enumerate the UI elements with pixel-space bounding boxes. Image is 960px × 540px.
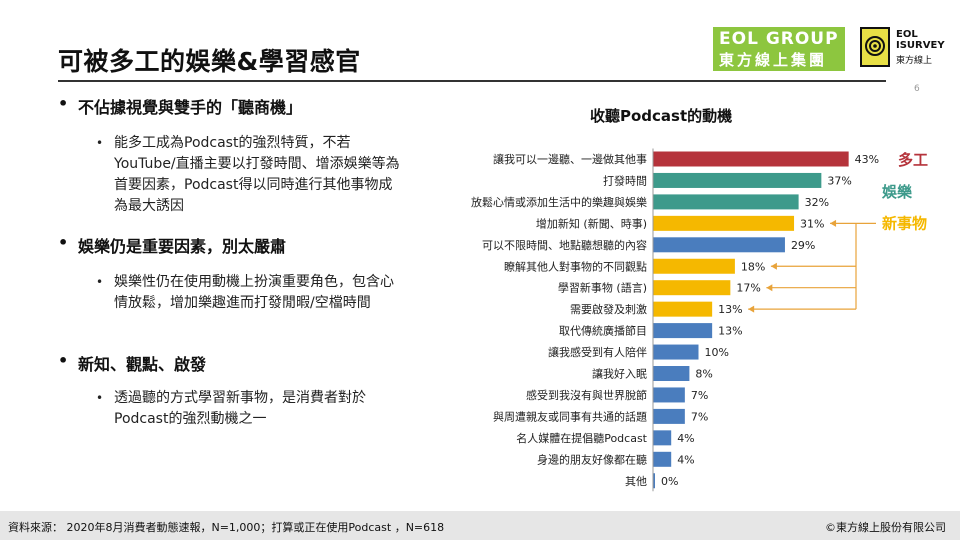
value-label: 29% [791, 239, 815, 252]
value-label: 10% [705, 346, 729, 359]
category-label: 感受到我沒有與世界脫節 [526, 388, 647, 402]
title-divider [58, 80, 886, 82]
value-label: 4% [677, 453, 694, 466]
value-label: 18% [741, 260, 765, 273]
bar [653, 366, 690, 381]
bar [653, 451, 672, 467]
isurvey-logo-line1: EOL [896, 29, 918, 40]
bar [653, 215, 795, 231]
eol-group-logo: EOL GROUP 東方線上集團 [713, 27, 845, 71]
page-number: 6 [914, 84, 920, 94]
arrow-head-icon [770, 262, 777, 270]
bar [653, 301, 713, 317]
value-label: 13% [718, 303, 742, 316]
value-label: 43% [855, 153, 879, 166]
bar [653, 172, 822, 188]
category-label: 打發時間 [603, 173, 647, 187]
category-label: 讓我感受到有人陪伴 [548, 345, 647, 359]
arrow-head-icon [830, 219, 837, 227]
category-label: 取代傳統廣播節目 [559, 324, 647, 338]
category-label: 其他 [625, 475, 647, 488]
category-label: 讓我可以一邊聽、一邊做其他事 [493, 152, 647, 166]
bar [653, 237, 785, 253]
category-label: 學習新事物 (語言) [558, 281, 647, 295]
category-label: 瞭解其他人對事物的不同觀點 [504, 259, 647, 273]
value-label: 17% [736, 282, 760, 295]
annotation-newthings: 新事物 [882, 214, 927, 232]
eol-logo-line2: 東方線上集團 [719, 51, 828, 69]
category-label: 需要啟發及刺激 [570, 302, 647, 316]
isurvey-logo-line2: ISURVEY [896, 40, 945, 51]
point-1-detail: • 能多工成為Podcast的強烈特質，不若YouTube/直播主要以打發時間、增… [96, 135, 400, 214]
point-2-detail: • 娛樂性仍在使用動機上扮演重要角色，包含心情放鬆，增加樂趣進而打發閒暇/空檔時間 [96, 274, 394, 311]
page-title: 可被多工的娛樂&學習感官 [58, 47, 361, 76]
annotation-multitask: 多工 [898, 151, 928, 169]
bar [653, 280, 731, 296]
value-label: 8% [695, 368, 712, 381]
category-label: 讓我好入眠 [592, 367, 647, 381]
value-label: 13% [718, 325, 742, 338]
category-label: 名人媒體在提倡聽Podcast [516, 431, 647, 445]
value-label: 32% [805, 196, 829, 209]
category-label: 身邊的朋友好像都在聽 [537, 452, 647, 466]
value-label: 0% [661, 475, 678, 488]
value-label: 7% [691, 410, 708, 423]
isurvey-logo-line3: 東方線上 [896, 56, 933, 66]
value-label: 37% [827, 174, 851, 187]
category-label: 增加新知 (新聞、時事) [536, 216, 647, 230]
value-label: 4% [677, 432, 694, 445]
value-label: 31% [800, 217, 824, 230]
bar [653, 430, 672, 446]
bar [653, 323, 713, 339]
isurvey-emblem-icon [860, 27, 890, 67]
copyright: ©東方線上股份有限公司 [825, 521, 946, 534]
bar [653, 151, 849, 167]
source-note: 資料來源： 2020年8月消費者動態速報，N=1,000；打算或正在使用Podc… [8, 521, 445, 534]
category-label: 與周遭親友或同事有共通的話題 [493, 409, 647, 423]
bar [653, 258, 735, 274]
chart-title: 收聽Podcast的動機 [590, 107, 733, 125]
bar [653, 387, 685, 403]
point-3-detail: • 透過聽的方式學習新事物，是消費者對於Podcast的強烈動機之一 [96, 390, 366, 427]
arrow-head-icon [766, 284, 773, 292]
value-label: 7% [691, 389, 708, 402]
category-label: 可以不限時間、地點聽想聽的內容 [482, 238, 647, 252]
bar [653, 408, 685, 424]
bar [653, 344, 699, 360]
arrow-head-icon [748, 305, 755, 313]
category-label: 放鬆心情或添加生活中的樂趣與娛樂 [471, 195, 647, 209]
footer: 資料來源： 2020年8月消費者動態速報，N=1,000；打算或正在使用Podc… [0, 511, 960, 540]
eol-logo-line1: EOL GROUP [719, 29, 839, 49]
annotation-entertain: 娛樂 [881, 183, 913, 201]
bar [653, 194, 799, 210]
bar [653, 473, 655, 489]
